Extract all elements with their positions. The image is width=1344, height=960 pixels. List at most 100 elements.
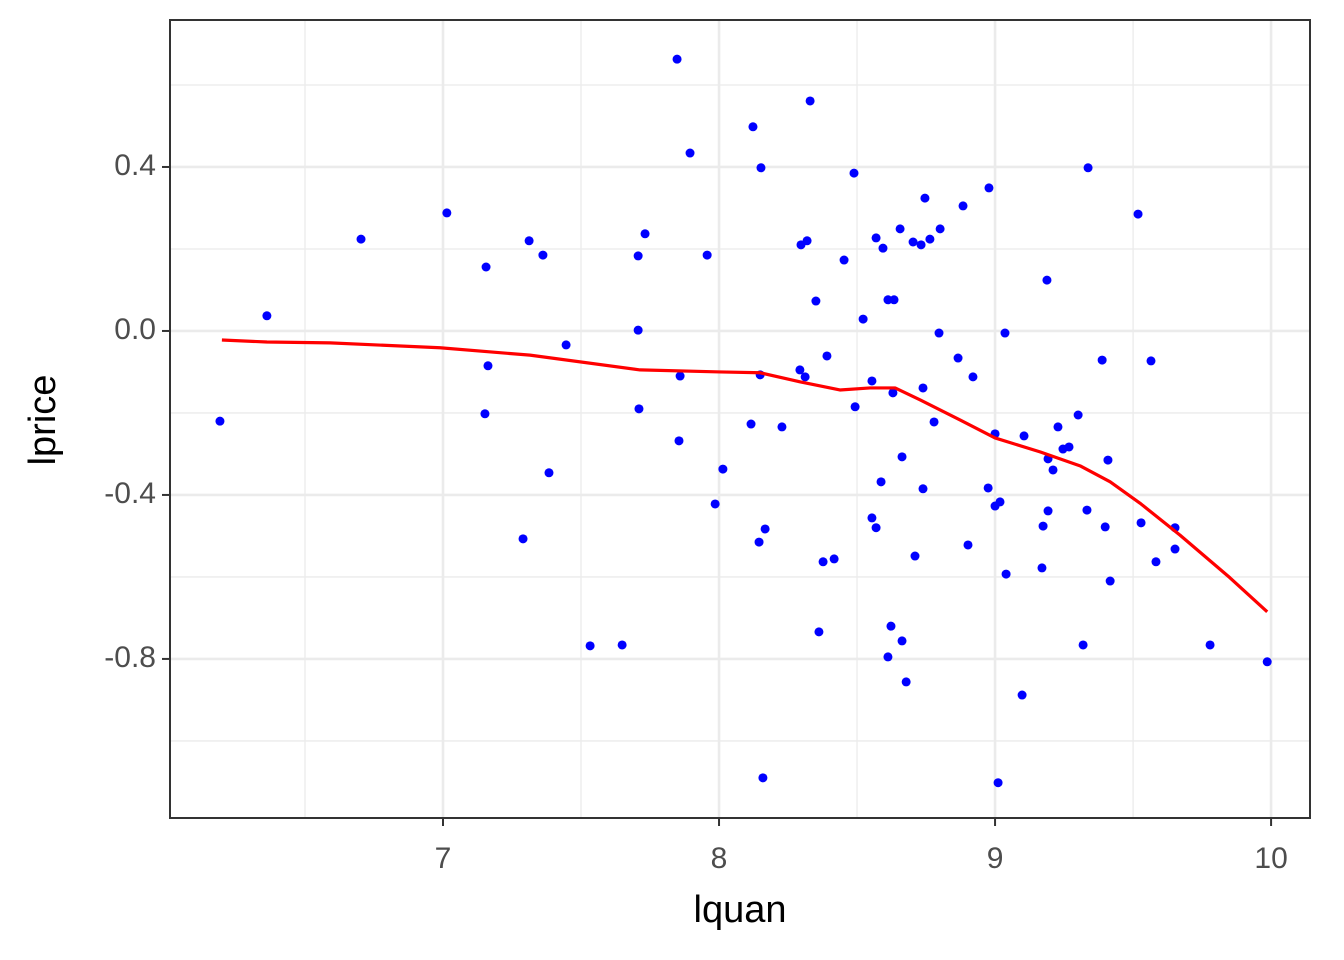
point: [1038, 521, 1048, 531]
point: [958, 201, 968, 211]
point: [1205, 640, 1215, 650]
point: [633, 251, 643, 261]
point: [953, 353, 963, 363]
point: [805, 96, 815, 106]
point: [756, 163, 766, 173]
point: [1100, 522, 1110, 532]
point: [561, 340, 571, 350]
point: [878, 243, 888, 253]
point: [710, 499, 720, 509]
point: [858, 314, 868, 324]
point: [800, 372, 810, 382]
point: [524, 236, 534, 246]
point: [1082, 505, 1092, 515]
point: [867, 376, 877, 386]
point: [633, 325, 643, 335]
point: [1042, 275, 1052, 285]
point: [895, 224, 905, 234]
point: [1083, 163, 1093, 173]
point: [1103, 455, 1113, 465]
point: [1064, 442, 1074, 452]
point: [1170, 544, 1180, 554]
point: [1017, 690, 1027, 700]
point: [215, 416, 225, 426]
point: [929, 417, 939, 427]
point: [867, 513, 877, 523]
point: [916, 240, 926, 250]
point: [1151, 557, 1161, 567]
point: [748, 122, 758, 132]
point: [480, 409, 490, 419]
point: [1048, 465, 1058, 475]
point: [1019, 431, 1029, 441]
point: [754, 537, 764, 547]
point: [995, 497, 1005, 507]
point: [888, 388, 898, 398]
point: [674, 436, 684, 446]
point: [617, 640, 627, 650]
point: [634, 404, 644, 414]
x-axis-title: lquan: [694, 889, 787, 931]
point: [758, 773, 768, 783]
y-axis-title: lprice: [22, 375, 64, 466]
point: [675, 371, 685, 381]
point: [1146, 356, 1156, 366]
point: [746, 419, 756, 429]
smooth-line: [221, 338, 1269, 613]
point: [897, 636, 907, 646]
point: [1262, 657, 1272, 667]
point: [993, 778, 1003, 788]
point: [672, 54, 682, 64]
point: [718, 464, 728, 474]
point: [910, 551, 920, 561]
point: [984, 183, 994, 193]
point: [925, 234, 935, 244]
point: [934, 328, 944, 338]
point: [483, 361, 493, 371]
x-tick-label: 8: [711, 842, 728, 875]
point: [849, 168, 859, 178]
point: [1105, 576, 1115, 586]
point: [889, 295, 899, 305]
point: [818, 557, 828, 567]
point: [918, 484, 928, 494]
y-tick-label: 0.4: [114, 149, 156, 182]
point: [920, 193, 930, 203]
point: [811, 296, 821, 306]
point: [1037, 563, 1047, 573]
point: [442, 208, 452, 218]
point: [871, 233, 881, 243]
point: [1136, 518, 1146, 528]
point: [850, 402, 860, 412]
point: [1097, 355, 1107, 365]
point: [886, 621, 896, 631]
point: [822, 351, 832, 361]
point: [262, 311, 272, 321]
point: [640, 229, 650, 239]
point: [544, 468, 554, 478]
point: [876, 477, 886, 487]
y-tick-label: 0.0: [114, 313, 156, 346]
x-tick-label: 9: [987, 842, 1004, 875]
point: [1053, 422, 1063, 432]
point: [481, 262, 491, 272]
point: [518, 534, 528, 544]
point: [538, 250, 548, 260]
point: [839, 255, 849, 265]
point: [829, 554, 839, 564]
point: [585, 641, 595, 651]
point: [1000, 328, 1010, 338]
point: [685, 148, 695, 158]
point: [702, 250, 712, 260]
y-tick-label: -0.8: [104, 641, 156, 674]
point: [918, 383, 928, 393]
point: [760, 524, 770, 534]
point: [814, 627, 824, 637]
point: [1001, 569, 1011, 579]
point: [802, 236, 812, 246]
panel-border: [169, 19, 1311, 819]
point: [897, 452, 907, 462]
point: [935, 224, 945, 234]
point: [777, 422, 787, 432]
point: [795, 365, 805, 375]
